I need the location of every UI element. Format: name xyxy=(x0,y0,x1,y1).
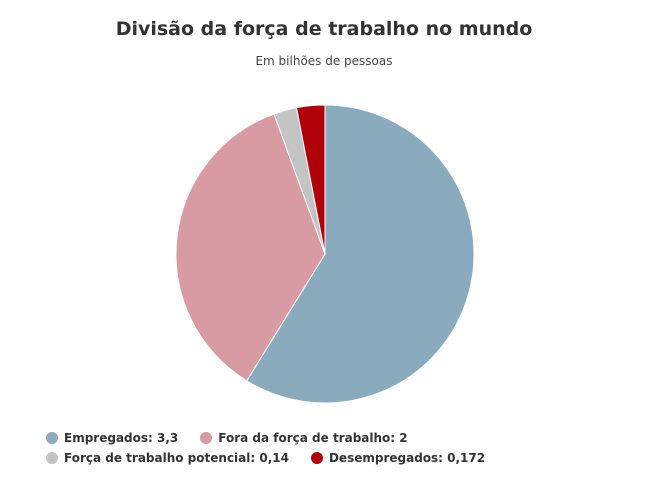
legend-marker xyxy=(310,452,323,464)
pie-slice xyxy=(295,104,326,255)
chart xyxy=(175,104,475,404)
legend-item[interactable]: Desempregados: 0,172 xyxy=(310,450,486,466)
legend-marker xyxy=(200,432,213,444)
chart-subtitle: Em bilhões de pessoas xyxy=(255,54,393,68)
legend-marker xyxy=(46,452,58,464)
legend-item[interactable]: Força de trabalho potencial: 0,14 xyxy=(46,450,289,466)
pie-slice xyxy=(175,113,326,382)
chart-title: Divisão da força de trabalho no mundo xyxy=(115,18,533,40)
legend-label: Desempregados: 0,172 xyxy=(328,451,486,465)
pie-slice xyxy=(246,104,475,404)
legend-label: Força de trabalho potencial: 0,14 xyxy=(64,451,289,465)
legend-label: Empregados: 3,3 xyxy=(64,431,179,445)
legend-item[interactable]: Empregados: 3,3 xyxy=(46,430,178,446)
legend: Empregados: 3,3 Fora da força de trabalho… xyxy=(46,430,626,466)
legend-item[interactable]: Fora da força de trabalho: 2 xyxy=(200,430,408,446)
legend-label: Fora da força de trabalho: 2 xyxy=(218,431,408,445)
legend-marker xyxy=(46,432,58,444)
